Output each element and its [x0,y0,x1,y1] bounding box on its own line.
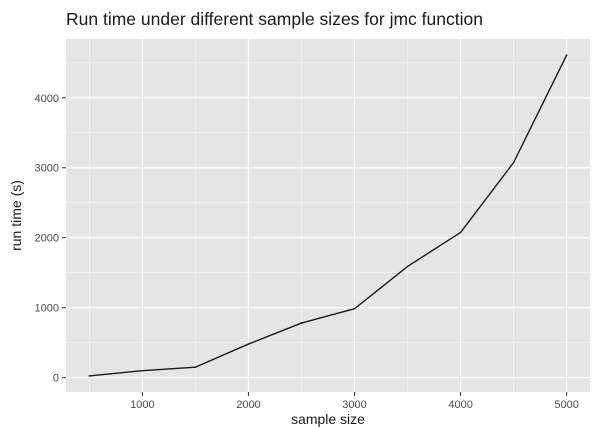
data-point [194,366,197,368]
y-tick-label: 0 [53,373,59,385]
y-axis-title: run time (s) [8,180,24,251]
x-tick-labels: 1000 2000 3000 4000 5000 [130,399,579,411]
data-point [247,343,250,345]
data-point [406,265,409,268]
chart-title: Run time under different sample sizes fo… [66,9,483,29]
data-point [353,307,356,310]
x-tick-label: 2000 [236,399,260,411]
x-tick-label: 4000 [448,399,472,411]
minor-gridlines [66,39,590,392]
data-point [300,322,303,324]
data-point [141,369,144,372]
x-axis-title: sample size [291,411,365,427]
series-layer [88,54,568,377]
y-tick-label: 2000 [35,233,59,245]
data-point [459,231,462,234]
y-tick-label: 4000 [35,93,59,105]
y-tick-label: 1000 [35,303,59,315]
data-point [88,375,91,377]
x-tick-label: 3000 [342,399,366,411]
data-point [512,161,515,164]
x-tick-label: 1000 [130,399,154,411]
plot-panel [66,39,590,392]
data-point [565,54,568,56]
major-gridlines [66,39,590,392]
axis-ticks [62,97,568,396]
series-line [89,54,568,377]
x-tick-label: 5000 [554,399,578,411]
y-tick-labels: 0 1000 2000 3000 4000 [35,93,59,385]
y-tick-label: 3000 [35,163,59,175]
